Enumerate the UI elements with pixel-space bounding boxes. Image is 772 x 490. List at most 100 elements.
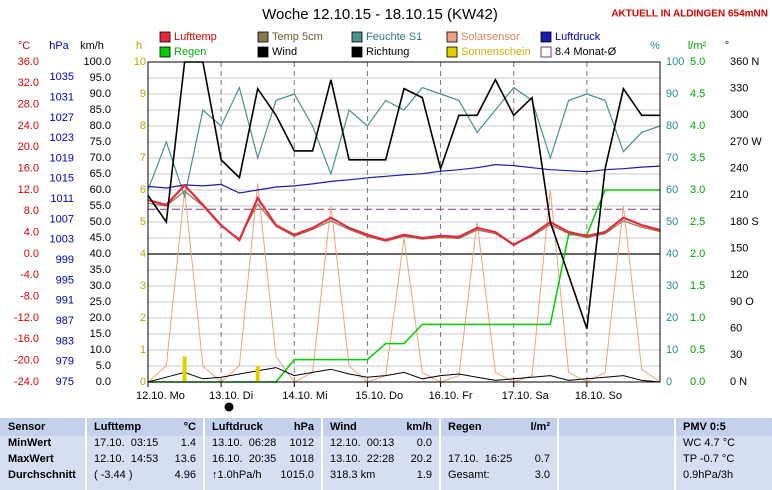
y-tick-label: 180 S (730, 216, 759, 228)
y-tick-label: 270 W (730, 136, 762, 148)
axis-unit: °C (18, 40, 30, 52)
y-tick-label: 30 (666, 280, 678, 292)
y-tick-label: 30.0 (90, 280, 111, 292)
cell-value: 3.0 (535, 469, 550, 481)
cell-value: 4.96 (175, 469, 196, 481)
station-note: AKTUELL IN ALDINGEN 654mNN (611, 9, 768, 20)
y-tick-label: 90.0 (90, 88, 111, 100)
y-tick-label: 45.0 (90, 232, 111, 244)
table-unit: hPa (294, 421, 315, 433)
cell-value: 1.9 (417, 469, 432, 481)
y-tick-label: 975 (56, 376, 74, 388)
legend-label: Luftdruck (555, 31, 601, 43)
y-tick-label: 360 N (730, 56, 759, 68)
axis-unit: l/m² (688, 40, 707, 52)
y-tick-label: 40.0 (90, 248, 111, 260)
legend-label: Temp 5cm (272, 31, 323, 43)
y-tick-label: 210 (730, 189, 748, 201)
legend-label: Feuchte S1 (366, 31, 422, 43)
y-tick-label: 16.0 (18, 163, 39, 175)
cell-value: 1015.0 (280, 469, 314, 481)
cell-text: 12.10. 14:53 (94, 453, 158, 465)
y-tick-label: 2 (140, 312, 146, 324)
y-tick-label: 7 (140, 152, 146, 164)
cell-text: TP -0.7 °C (683, 453, 734, 465)
series-line (147, 367, 661, 383)
sunshine-bar (182, 356, 187, 382)
y-tick-label: 9 (140, 88, 146, 100)
legend-swatch (159, 31, 171, 43)
y-tick-label: 1019 (50, 152, 74, 164)
legend-swatch (540, 46, 552, 58)
y-tick-label: -16.0 (14, 333, 39, 345)
header-bg (0, 418, 772, 436)
y-tick-label: 4.0 (24, 227, 39, 239)
y-tick-label: 1011 (50, 193, 74, 205)
y-tick-label: 25.0 (90, 296, 111, 308)
y-tick-label: 5 (140, 216, 146, 228)
axis-unit: h (136, 40, 142, 52)
y-tick-label: 100 (666, 56, 684, 68)
series-line (147, 163, 661, 194)
chart-title: Woche 12.10.15 - 18.10.15 (KW42) (262, 6, 498, 23)
y-tick-label: 95.0 (90, 72, 111, 84)
y-tick-label: 8 (140, 120, 146, 132)
y-tick-label: 1015 (50, 173, 74, 185)
cell-text: 12.10. 00:13 (330, 437, 394, 449)
y-tick-label: 28.0 (18, 99, 39, 111)
y-tick-label: 4.0 (690, 120, 705, 132)
y-tick-label: 60 (730, 323, 742, 335)
y-tick-label: -4.0 (20, 269, 39, 281)
legend-label: Wind (272, 46, 297, 58)
y-tick-label: -12.0 (14, 312, 39, 324)
series-line (147, 61, 660, 329)
legend-label: 8.4 Monat-Ø (555, 46, 617, 58)
y-tick-label: 70.0 (90, 152, 111, 164)
table-header: Lufttemp (94, 421, 141, 433)
y-tick-label: 8.0 (24, 205, 39, 217)
y-tick-label: 1035 (50, 71, 74, 83)
y-tick-label: 5.0 (96, 360, 111, 372)
series-line (147, 183, 661, 383)
x-tick-label: 18.10. So (575, 390, 622, 402)
cell-value: 1012 (290, 437, 314, 449)
cell-value: 1018 (290, 453, 314, 465)
cell-text: 17.10. 16:25 (448, 453, 512, 465)
y-tick-label: 10.0 (90, 344, 111, 356)
legend-label: Regen (174, 46, 206, 58)
y-tick-label: 1027 (50, 112, 74, 124)
y-tick-label: 5.0 (690, 56, 705, 68)
table-header: Luftdruck (212, 421, 264, 433)
y-tick-label: 979 (56, 356, 74, 368)
sunshine-bar (255, 366, 260, 382)
y-tick-label: 2.0 (690, 248, 705, 260)
y-tick-label: 999 (56, 254, 74, 266)
y-tick-label: 0 (666, 376, 672, 388)
cell-value: 0.0 (417, 437, 432, 449)
x-tick-label: 14.10. Mi (282, 390, 327, 402)
y-tick-label: 36.0 (18, 56, 39, 68)
legend-label: Lufttemp (174, 31, 217, 43)
y-tick-label: 40 (666, 248, 678, 260)
y-tick-label: 1007 (50, 213, 74, 225)
x-tick-label: 12.10. Mo (136, 390, 185, 402)
cell-text: 17.10. 03:15 (94, 437, 158, 449)
cell-text: 13.10. 06:28 (212, 437, 276, 449)
cell-text: 0.9hPa/3h (683, 469, 733, 481)
y-tick-label: 90 (666, 88, 678, 100)
row-label: Durchschnitt (8, 469, 76, 481)
x-tick-label: 17.10. Sa (502, 390, 550, 402)
y-tick-label: 15.0 (90, 328, 111, 340)
y-tick-label: 6 (140, 184, 146, 196)
legend-swatch (446, 46, 458, 58)
y-tick-label: 85.0 (90, 104, 111, 116)
cell-value: 1.4 (181, 437, 196, 449)
legend-label: Solarsensor (461, 31, 520, 43)
y-tick-label: -20.0 (14, 355, 39, 367)
y-tick-label: 995 (56, 274, 74, 286)
y-tick-label: 0.0 (96, 376, 111, 388)
table-header: Regen (448, 421, 482, 433)
legend-swatch (257, 46, 269, 58)
stats-table: Sensor Lufttemp °C Luftdruck hPa Wind km/h Rege… (0, 418, 772, 490)
y-tick-label: -24.0 (14, 376, 39, 388)
